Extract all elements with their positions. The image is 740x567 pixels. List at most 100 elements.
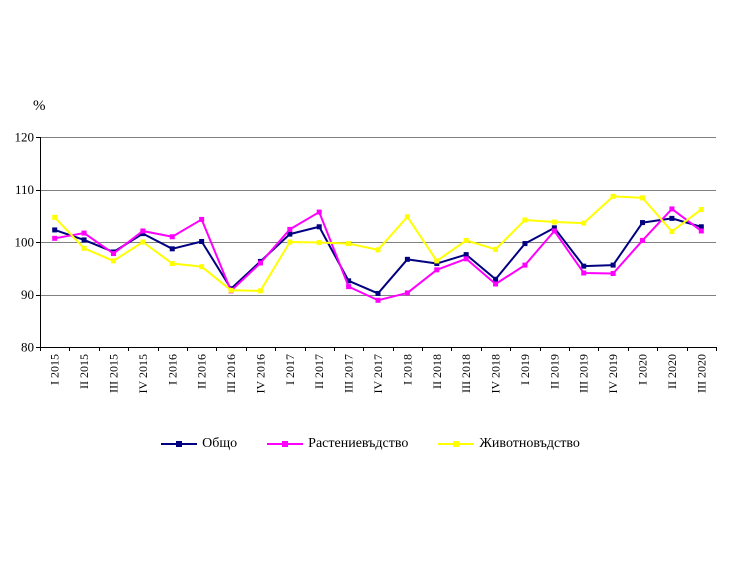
x-tick-label: II 2018 (430, 354, 444, 389)
data-point-marker (375, 247, 381, 253)
data-point-marker (669, 206, 675, 212)
data-point-marker (346, 284, 352, 290)
data-point-marker (140, 228, 146, 234)
x-tick-label: I 2020 (636, 354, 650, 385)
data-point-marker (581, 220, 587, 226)
data-point-marker (463, 252, 469, 258)
data-point-marker (640, 237, 646, 243)
data-point-marker (522, 241, 528, 247)
data-point-marker (493, 246, 499, 252)
data-point-marker (287, 239, 293, 245)
x-tick-label: II 2020 (665, 354, 679, 389)
x-tick-label: III 2020 (694, 354, 708, 393)
data-point-marker (257, 260, 263, 266)
data-point-marker (493, 276, 499, 282)
data-point-marker (346, 241, 352, 247)
y-tick-label: 90 (21, 287, 34, 302)
data-point-marker (463, 256, 469, 262)
data-point-marker (52, 235, 58, 241)
legend-item-obshto: Общо (160, 436, 237, 452)
data-point-marker (669, 215, 675, 221)
x-tick-label: IV 2015 (136, 354, 150, 393)
data-point-marker (640, 220, 646, 226)
data-point-marker (199, 216, 205, 222)
data-point-marker (199, 238, 205, 244)
data-point-marker (404, 256, 410, 262)
x-tick-label: I 2016 (165, 354, 179, 385)
y-tick-label: 120 (15, 130, 35, 145)
data-point-marker (610, 271, 616, 276)
x-tick-label: I 2017 (283, 354, 297, 385)
data-point-marker (169, 246, 175, 252)
data-point-marker (610, 262, 616, 268)
data-point-marker (110, 251, 116, 257)
data-point-marker (698, 224, 704, 230)
x-tick-label: III 2018 (459, 354, 473, 393)
legend-label: Растениевъдство (308, 436, 409, 451)
legend-label: Животновъдство (479, 436, 580, 451)
data-point-marker (110, 258, 116, 264)
data-point-marker (287, 226, 293, 232)
x-tick-label: II 2016 (195, 354, 209, 389)
x-tick-label: III 2019 (577, 354, 591, 393)
data-point-marker (669, 229, 675, 234)
y-tick-label: 80 (21, 340, 34, 355)
x-tick-label: III 2017 (342, 354, 356, 393)
y-axis-unit-label: % (33, 98, 46, 114)
data-point-marker (434, 258, 440, 264)
data-point-marker (375, 290, 381, 296)
data-point-marker (52, 227, 58, 233)
data-point-marker (551, 219, 557, 225)
data-point-marker (551, 225, 557, 231)
data-point-marker (81, 245, 87, 251)
data-point-marker (199, 264, 205, 270)
data-point-marker (287, 231, 293, 237)
x-tick-label: IV 2019 (606, 354, 620, 393)
legend-line-swatch-icon (161, 441, 198, 447)
x-tick-label: IV 2017 (371, 354, 385, 393)
data-point-marker (610, 193, 616, 199)
data-point-marker (169, 261, 175, 267)
data-point-marker (316, 240, 322, 246)
series-line-2 (53, 195, 703, 292)
x-tick-label: II 2019 (547, 354, 561, 389)
data-point-marker (140, 231, 146, 237)
data-point-marker (522, 262, 528, 268)
data-point-marker (434, 267, 440, 273)
data-point-marker (698, 206, 704, 212)
data-point-marker (257, 288, 263, 294)
data-point-marker (52, 214, 58, 220)
data-point-marker (404, 214, 410, 220)
data-point-marker (316, 224, 322, 230)
x-tick-label: I 2015 (48, 354, 62, 385)
legend-label: Общо (202, 436, 238, 451)
x-tick-label: II 2017 (312, 354, 326, 389)
x-tick-label: III 2016 (224, 354, 238, 393)
series-line-1 (53, 207, 703, 302)
data-point-marker (434, 261, 440, 267)
y-tick-label: 110 (15, 182, 34, 197)
data-point-marker (375, 297, 381, 303)
data-point-marker (140, 239, 146, 245)
chart-legend: Общо Растениевъдство Животновъдство (0, 436, 740, 452)
data-point-marker (698, 228, 704, 234)
line-chart-plot-area: 80 90 100 110 120 I 2015 II 2015 III 2015 IV 201… (15, 130, 717, 393)
x-tick-label: III 2015 (106, 354, 120, 393)
data-point-marker (316, 209, 322, 215)
data-point-marker (522, 217, 528, 223)
data-point-marker (228, 287, 234, 293)
y-tick-label: 100 (15, 235, 35, 250)
data-point-marker (463, 237, 469, 243)
data-point-marker (169, 234, 175, 240)
x-tick-label: I 2019 (518, 354, 532, 385)
data-point-marker (640, 195, 646, 201)
legend-item-rastenievadstvo: Растениевъдство (266, 436, 408, 452)
data-point-marker (81, 237, 87, 243)
data-point-marker (81, 230, 87, 236)
data-point-marker (581, 270, 587, 276)
data-point-marker (581, 263, 587, 269)
x-tick-label: IV 2018 (489, 354, 503, 393)
x-tick-label: I 2018 (400, 354, 414, 385)
data-point-marker (493, 281, 499, 287)
data-point-marker (404, 290, 410, 296)
